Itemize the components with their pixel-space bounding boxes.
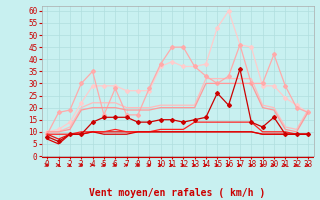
Text: Vent moyen/en rafales ( km/h ): Vent moyen/en rafales ( km/h ) [90, 188, 266, 198]
